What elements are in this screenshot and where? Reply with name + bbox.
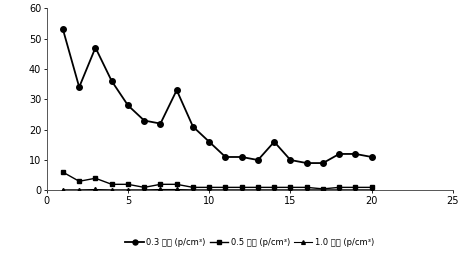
0.5 微米 (p/cm³) xyxy=(206,186,212,189)
1.0 微米 (p/cm³) xyxy=(109,188,114,191)
1.0 微米 (p/cm³) xyxy=(288,188,293,191)
0.5 微米 (p/cm³) xyxy=(320,187,326,190)
1.0 微米 (p/cm³) xyxy=(369,188,375,191)
Line: 0.5 微米 (p/cm³): 0.5 微米 (p/cm³) xyxy=(61,170,374,191)
0.3 微米 (p/cm³) xyxy=(92,46,98,49)
1.0 微米 (p/cm³) xyxy=(206,188,212,191)
1.0 微米 (p/cm³) xyxy=(320,188,326,191)
0.3 微米 (p/cm³) xyxy=(206,140,212,143)
0.5 微米 (p/cm³) xyxy=(77,180,82,183)
0.5 微米 (p/cm³) xyxy=(336,186,342,189)
0.3 微米 (p/cm³) xyxy=(158,122,163,125)
0.5 微米 (p/cm³) xyxy=(109,183,114,186)
0.3 微米 (p/cm³) xyxy=(125,104,131,107)
0.5 微米 (p/cm³) xyxy=(174,183,179,186)
Line: 0.3 微米 (p/cm³): 0.3 微米 (p/cm³) xyxy=(60,27,375,166)
0.3 微米 (p/cm³) xyxy=(109,79,114,83)
0.5 微米 (p/cm³) xyxy=(92,177,98,180)
0.3 微米 (p/cm³) xyxy=(320,161,326,165)
0.5 微米 (p/cm³) xyxy=(239,186,245,189)
0.3 微米 (p/cm³) xyxy=(353,152,358,156)
0.3 微米 (p/cm³) xyxy=(369,155,375,159)
0.3 微米 (p/cm³) xyxy=(174,89,179,92)
Line: 1.0 微米 (p/cm³): 1.0 微米 (p/cm³) xyxy=(61,187,374,192)
1.0 微米 (p/cm³) xyxy=(142,188,147,191)
0.3 微米 (p/cm³) xyxy=(190,125,196,128)
0.5 微米 (p/cm³) xyxy=(271,186,277,189)
1.0 微米 (p/cm³) xyxy=(304,188,310,191)
1.0 微米 (p/cm³) xyxy=(353,188,358,191)
1.0 微米 (p/cm³) xyxy=(125,188,131,191)
0.5 微米 (p/cm³) xyxy=(304,186,310,189)
0.3 微米 (p/cm³) xyxy=(77,85,82,89)
0.3 微米 (p/cm³) xyxy=(239,155,245,159)
0.5 微米 (p/cm³) xyxy=(190,186,196,189)
Legend: 0.3 微米 (p/cm³), 0.5 微米 (p/cm³), 1.0 微米 (p/cm³): 0.3 微米 (p/cm³), 0.5 微米 (p/cm³), 1.0 微米 (… xyxy=(122,235,377,250)
1.0 微米 (p/cm³) xyxy=(60,188,66,191)
0.5 微米 (p/cm³) xyxy=(255,186,261,189)
0.5 微米 (p/cm³) xyxy=(60,171,66,174)
0.3 微米 (p/cm³) xyxy=(336,152,342,156)
1.0 微米 (p/cm³) xyxy=(255,188,261,191)
0.3 微米 (p/cm³) xyxy=(60,28,66,31)
0.3 微米 (p/cm³) xyxy=(304,161,310,165)
1.0 微米 (p/cm³) xyxy=(174,188,179,191)
0.3 微米 (p/cm³) xyxy=(255,158,261,162)
1.0 微米 (p/cm³) xyxy=(92,188,98,191)
0.3 微米 (p/cm³) xyxy=(271,140,277,143)
0.5 微米 (p/cm³) xyxy=(125,183,131,186)
0.5 微米 (p/cm³) xyxy=(288,186,293,189)
1.0 微米 (p/cm³) xyxy=(336,188,342,191)
0.3 微米 (p/cm³) xyxy=(142,119,147,122)
0.5 微米 (p/cm³) xyxy=(223,186,228,189)
1.0 微米 (p/cm³) xyxy=(190,188,196,191)
0.3 微米 (p/cm³) xyxy=(223,155,228,159)
1.0 微米 (p/cm³) xyxy=(77,188,82,191)
0.3 微米 (p/cm³) xyxy=(288,158,293,162)
1.0 微米 (p/cm³) xyxy=(271,188,277,191)
0.5 微米 (p/cm³) xyxy=(158,183,163,186)
1.0 微米 (p/cm³) xyxy=(239,188,245,191)
1.0 微米 (p/cm³) xyxy=(223,188,228,191)
0.5 微米 (p/cm³) xyxy=(369,186,375,189)
0.5 微米 (p/cm³) xyxy=(353,186,358,189)
1.0 微米 (p/cm³) xyxy=(158,188,163,191)
0.5 微米 (p/cm³) xyxy=(142,186,147,189)
